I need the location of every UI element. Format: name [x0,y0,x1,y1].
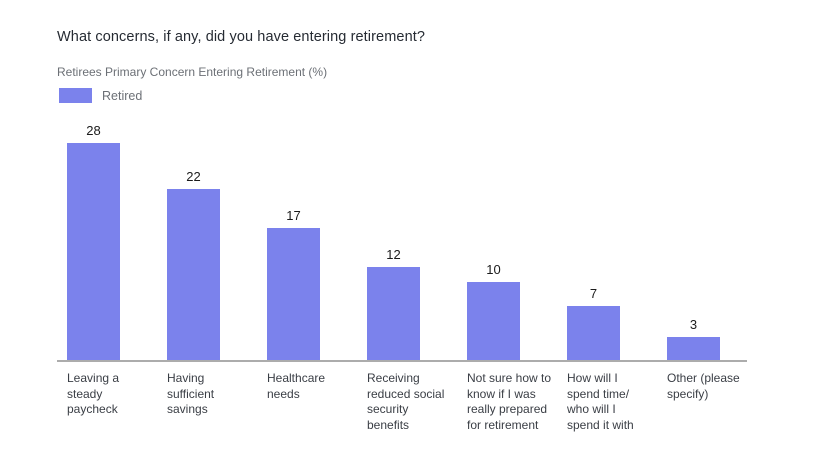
bar-value-label: 28 [86,123,101,138]
legend-swatch [59,88,92,103]
x-axis-label: Leaving a steady paycheck [67,371,120,416]
x-axis-label: Not sure how to know if I was really pre… [467,371,552,432]
x-axis-labels: Leaving a steady paycheck Having sufficie… [57,371,757,433]
bar-value-label: 12 [386,247,401,262]
bar-column: 22 [157,169,257,362]
bar-column: 7 [557,286,657,362]
bar [367,267,420,360]
bar-value-label: 10 [486,262,501,277]
bar-column: 17 [257,208,357,362]
bar [467,282,520,360]
legend: Retired [59,88,142,103]
bar-value-label: 7 [589,286,598,301]
bar-column: 12 [357,247,457,362]
bar-value-label: 22 [186,169,201,184]
legend-label: Retired [102,88,143,103]
bar-value-label: 17 [286,208,301,223]
x-axis-line [57,360,747,362]
x-axis-label: Receiving reduced social security benefi… [367,371,445,432]
bar-value-label: 3 [689,317,698,332]
bar [167,189,220,360]
x-axis-label: How will I spend time/ who will I spend … [567,371,634,432]
x-axis-label: Healthcare needs [267,371,326,401]
plot-area: 28 22 17 12 10 7 3 [57,120,757,362]
bar [267,228,320,360]
page-title: What concerns, if any, did you have ente… [57,29,426,45]
bar [667,337,720,360]
bar-column: 3 [657,317,757,362]
chart-subtitle: Retirees Primary Concern Entering Retire… [57,65,328,79]
x-axis-label: Other (please specify) [667,371,740,401]
x-axis-label: Having sufficient savings [167,371,215,416]
bar-column: 28 [57,123,157,362]
bar-column: 10 [457,262,557,362]
bar [67,143,120,360]
bar [567,306,620,360]
